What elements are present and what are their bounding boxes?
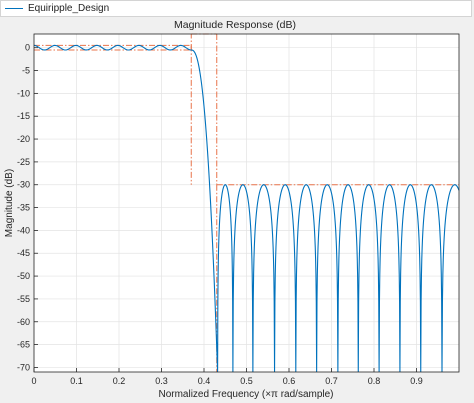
y-tick-label: -35 xyxy=(17,203,30,213)
y-tick-label: -15 xyxy=(17,111,30,121)
y-tick-label: -50 xyxy=(17,271,30,281)
y-tick-label: -30 xyxy=(17,180,30,190)
x-tick-label: 0.3 xyxy=(155,376,168,386)
y-tick-label: -10 xyxy=(17,88,30,98)
y-tick-label: 0 xyxy=(25,43,30,53)
x-tick-label: 0.8 xyxy=(368,376,381,386)
x-tick-label: 0 xyxy=(31,376,36,386)
y-tick-label: -25 xyxy=(17,157,30,167)
x-tick-label: 0.9 xyxy=(410,376,423,386)
y-tick-label: -20 xyxy=(17,134,30,144)
y-axis: 0 -5 -10 -15 -20 -25 -30 -35 -40 -45 -50 -55 -60 -65 -… xyxy=(17,43,38,372)
x-axis-title: Normalized Frequency (×π rad/sample) xyxy=(158,389,333,400)
legend-line-swatch xyxy=(5,8,23,9)
y-tick-label: -45 xyxy=(17,248,30,258)
x-tick-label: 0.7 xyxy=(325,376,338,386)
x-tick-label: 0.6 xyxy=(283,376,296,386)
y-tick-label: -65 xyxy=(17,340,30,350)
legend[interactable]: Equiripple_Design xyxy=(0,0,472,17)
grid xyxy=(33,34,459,372)
y-tick-label: -40 xyxy=(17,225,30,235)
x-tick-label: 0.4 xyxy=(198,376,211,386)
x-tick-label: 0.2 xyxy=(113,376,126,386)
y-tick-label: -60 xyxy=(17,317,30,327)
magnitude-response-line xyxy=(33,44,460,373)
x-tick-label: 0.5 xyxy=(240,376,253,386)
y-axis-title: Magnitude (dB) xyxy=(4,169,15,237)
legend-label: Equiripple_Design xyxy=(28,3,110,14)
y-tick-label: -5 xyxy=(22,66,30,76)
y-tick-label: -70 xyxy=(17,362,30,372)
series-layer xyxy=(33,44,460,373)
chart-title: Magnitude Response (dB) xyxy=(174,19,296,31)
x-axis: 0 0.1 0.2 0.3 0.4 0.5 0.6 0.7 0.8 0.9 xyxy=(31,368,423,386)
y-tick-label: -55 xyxy=(17,294,30,304)
x-tick-label: 0.1 xyxy=(70,376,83,386)
